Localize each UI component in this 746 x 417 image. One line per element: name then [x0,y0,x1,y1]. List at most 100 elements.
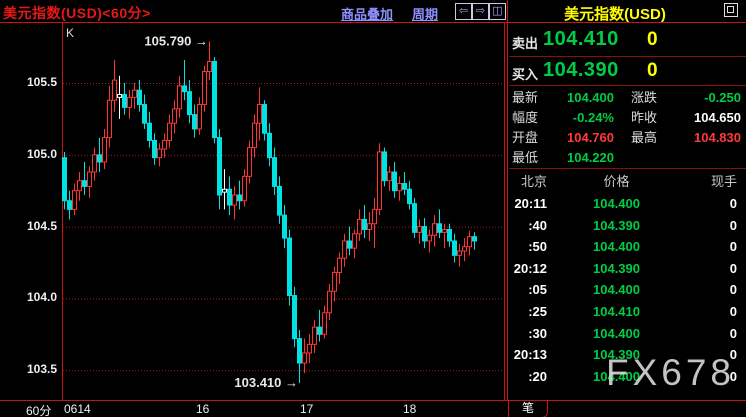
tick-row: :25 104.410 0 [509,301,746,322]
stat-value: 104.400 [567,90,614,105]
tick-volume: 0 [729,196,737,211]
stat-value: 104.650 [694,110,741,125]
sell-label: 卖出 [512,36,539,51]
stat-value: 104.830 [694,130,741,145]
tick-row: :40 104.390 0 [509,215,746,236]
tick-row: 20:12 104.390 0 [509,258,746,279]
header-time: 北京 [520,174,547,189]
low-annotation: 103.410 → [234,375,298,390]
back-arrow-icon[interactable]: ⇦ [455,3,472,20]
buy-label: 买入 [512,67,539,82]
tick-price: 104.390 [593,347,640,363]
panel-separator [509,85,746,86]
stat-value: -0.24% [572,110,614,125]
period-link[interactable]: 周期 [412,7,439,22]
tick-price: 104.400 [593,282,640,298]
x-axis-label: 0614 [64,402,91,416]
tick-volume: 0 [729,260,737,276]
stat-label: 涨跌 [631,90,658,105]
tick-time: :05 [528,282,547,298]
quote-symbol-title: 美元指数(USD) [564,6,666,23]
tick-time: 20:12 [513,260,547,276]
tick-price: 104.400 [593,325,640,341]
tick-volume: 0 [729,239,737,255]
stat-row: 最新 104.400 涨跌 -0.250 [509,88,746,108]
y-axis-label: 103.5 [26,362,57,377]
window-title: 美元指数(USD)<60分> [3,5,151,21]
buy-price: 104.390 [543,59,619,81]
indicator-label: K [66,26,75,40]
forward-arrow-icon[interactable]: ⇨ [472,3,489,20]
stat-label: 最低 [512,150,539,165]
titlebar-divider [0,22,746,23]
tick-price: 104.400 [593,368,640,384]
buy-quote-row: 买入 104.390 0 [509,57,746,85]
tick-time: 20:13 [513,347,547,363]
tick-time: :25 [528,304,547,319]
tick-row: 20:11 104.400 0 [509,193,746,214]
header-volume: 现手 [710,174,737,189]
stat-value: 104.760 [567,130,614,145]
tick-row: :50 104.400 0 [509,236,746,257]
tick-time: :40 [528,217,547,233]
sell-size: 0 [647,29,658,50]
stat-label: 最新 [512,90,539,105]
y-axis-label: 104.5 [26,218,57,233]
tick-volume: 0 [729,282,737,298]
tick-volume: 0 [729,304,737,319]
tick-time: :30 [528,325,547,341]
stat-label: 幅度 [512,110,539,125]
y-axis-label: 105.5 [26,75,57,89]
stat-row: 幅度 -0.24% 昨收 104.650 [509,108,746,128]
tick-price: 104.390 [593,260,640,276]
stat-label: 开盘 [512,130,539,145]
panel-separator [509,168,746,169]
tick-time: 20:11 [514,196,547,211]
header-price: 价格 [603,174,630,189]
chart-right-border [504,23,505,401]
split-window-icon[interactable]: ◫ [489,3,506,20]
watermark: FX678 [606,352,736,393]
stat-value: -0.250 [704,90,741,105]
y-axis-label: 105.0 [26,146,57,161]
tick-volume: 0 [729,325,737,341]
tick-time: :20 [528,368,547,384]
sell-quote-row: 卖出 104.410 0 [509,26,746,54]
high-annotation: 105.790 → [144,33,208,48]
tick-price: 104.390 [593,217,640,233]
stat-label: 最高 [631,130,658,145]
x-axis-label: 17 [300,402,314,416]
tick-row: :20 104.400 0 [509,366,746,387]
overlay-link[interactable]: 商品叠加 [341,7,394,22]
tab-tick-by-tick[interactable]: 笔 [508,400,548,417]
panel-divider [507,0,508,401]
stat-label: 昨收 [631,110,658,125]
buy-size: 0 [647,60,658,81]
tick-row: :30 104.400 0 [509,323,746,344]
stat-row: 开盘 104.760 最高 104.830 [509,128,746,148]
chart-period-label: 60分 [26,404,52,417]
y-axis-label: 104.0 [26,290,57,305]
candles [62,41,477,384]
x-axis-label: 16 [196,402,210,416]
sell-price: 104.410 [543,28,619,50]
tick-volume: 0 [729,368,737,384]
stat-value: 104.220 [567,150,614,165]
chart-left-border [62,23,63,401]
tick-row: :05 104.400 0 [509,279,746,300]
tick-table-header: 北京 价格 现手 [509,172,746,192]
x-axis-label: 18 [403,402,417,416]
maximize-icon[interactable] [724,3,738,17]
tick-time: :50 [528,239,547,255]
tick-volume: 0 [729,217,737,233]
quote-stats: 最新 104.400 涨跌 -0.250 幅度 -0.24% 昨收 104.650 开盘 104.… [509,88,746,168]
stat-row: 最低 104.220 [509,148,746,168]
panel-separator [509,56,746,57]
tick-price: 104.410 [593,304,640,319]
tick-volume: 0 [729,347,737,363]
y-axis-labels: 105.5 105.0 104.5 104.0 103.5 [0,0,57,400]
chart-bottom-axis-line [0,400,746,401]
tick-price: 104.400 [593,196,640,211]
